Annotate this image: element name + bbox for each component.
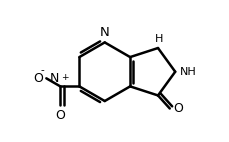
Text: -: - (41, 65, 44, 75)
Text: +: + (60, 73, 68, 82)
Text: O: O (173, 102, 183, 115)
Text: N: N (99, 26, 109, 39)
Text: O: O (33, 72, 43, 85)
Text: O: O (55, 109, 65, 122)
Text: NH: NH (179, 67, 196, 77)
Text: H: H (154, 34, 162, 44)
Text: N: N (50, 72, 59, 85)
